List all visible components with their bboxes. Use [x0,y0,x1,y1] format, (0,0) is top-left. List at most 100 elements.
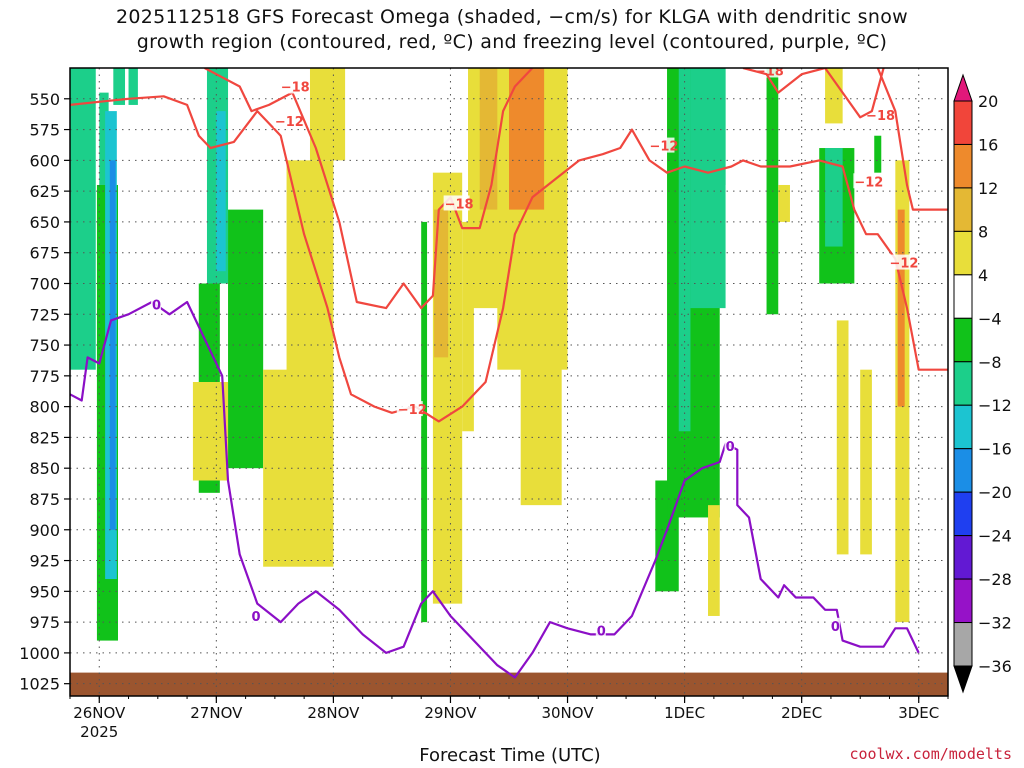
dgz-contour-label-bg [396,401,423,417]
colorbar-bin [953,491,973,537]
colorbar: 20 16 12 8 4 −4 −8 −12 −16 −20 −24 −28 −32 −36 [953,73,1012,694]
omega-region [192,382,229,481]
omega-region [778,184,790,222]
freezing-level-label-bg [829,617,840,633]
colorbar-label: 12 [978,179,998,198]
y-tick-label: 800 [29,398,60,417]
freezing-level-label-bg [595,622,606,638]
dgz-contour-label-bg [853,173,880,189]
dgz-contour-label-bg [273,112,300,128]
colorbar-label: −20 [978,483,1012,502]
dgz-contour-label: −18 [866,109,895,124]
colorbar-bin [953,187,973,232]
freezing-level-label-bg [150,296,161,312]
dgz-contour-label-bg [443,195,470,211]
freezing-level-label: 0 [726,440,735,455]
x-axis-title: Forecast Time (UTC) [419,745,601,766]
colorbar-label: −36 [978,657,1012,676]
site-credit[interactable]: coolwx.com/modelts [849,745,1012,763]
grid-lines [70,68,948,696]
dgz-contour-label-bg [279,78,306,94]
colorbar-label: 4 [978,266,988,285]
omega-region [874,135,882,173]
omega-region [421,221,428,623]
omega-region [836,320,849,555]
colorbar-bin [953,578,973,624]
x-tick-label: 29NOV [424,704,477,722]
dgz-contour-label: −18 [281,80,310,95]
colorbar-label: −28 [978,570,1012,589]
y-tick-label: 625 [29,182,60,201]
y-tick-label: 925 [29,552,60,571]
omega-region [897,209,905,407]
omega-region [766,68,779,315]
colorbar-label: −24 [978,527,1012,546]
y-axis: 550 575 600 625 650 675 700 725 750 775 800 825 850 8… [19,90,70,694]
colorbar-bin [953,622,973,667]
contours: −12 −12 −12 −12 −12 −18 −18 −18 −18 0 0 0 0 0 [70,64,948,679]
freezing-level-line [70,300,920,679]
chart-title-line1: 2025112518 GFS Forecast Omega (shaded, −… [116,6,908,28]
omega-region [99,92,109,185]
colorbar-label: −12 [978,396,1012,415]
dgz-contour-line [204,68,534,310]
y-tick-label: 875 [29,490,60,509]
y-tick-label: 650 [29,213,60,232]
colorbar-label: −8 [978,353,1002,372]
colorbar-label: −4 [978,309,1002,328]
omega-region [128,68,138,105]
y-tick-label: 675 [29,244,60,263]
dgz-contour-line [70,95,948,423]
colorbar-bin [953,100,973,145]
x-tick-label: 1DEC [664,704,705,722]
dgz-contour-label: −12 [889,257,918,272]
x-tick-label: 26NOV [73,704,126,722]
omega-region [109,160,116,530]
omega-region [678,68,691,432]
y-tick-label: 725 [29,305,60,324]
colorbar-bin [953,274,973,319]
x-tick-label: 3DEC [898,704,939,722]
omega-region [70,68,96,370]
colorbar-bin [953,404,973,450]
chart-title-line2: growth region (contoured, red, ºC) and f… [136,31,888,53]
x-tick-label: 27NOV [190,704,243,722]
colorbar-label: 16 [978,135,998,154]
y-tick-label: 750 [29,336,60,355]
y-tick-label: 575 [29,121,60,140]
omega-region [520,258,562,506]
y-tick-label: 1000 [19,644,60,663]
y-tick-label: 775 [29,367,60,386]
y-tick-label: 550 [29,90,60,109]
omega-region [462,221,474,432]
colorbar-bin [953,535,973,580]
dgz-contour-line [876,68,948,211]
dgz-contour-label-bg [888,254,915,270]
colorbar-bin [953,448,973,493]
colorbar-bottom-arrow [953,665,973,694]
dgz-contour-label: −12 [854,175,883,190]
dgz-contour-label: −12 [398,403,427,418]
y-tick-label: 950 [29,582,60,601]
freezing-level-label: 0 [152,298,161,313]
x-tick-sublabel: 2025 [80,723,118,741]
dgz-contour-label-bg [648,137,675,153]
dgz-contour-label-bg [753,68,780,78]
omega-region [509,68,545,210]
omega-region [286,160,334,395]
colorbar-bin [953,230,973,276]
freezing-level-label-bg [724,438,735,454]
freezing-level-label: 0 [597,625,606,640]
y-tick-label: 975 [29,613,60,632]
colorbar-bin [953,143,973,189]
x-tick-label: 30NOV [541,704,594,722]
freezing-level-label: 0 [831,620,840,635]
omega-region [113,68,126,105]
colorbar-top-arrow [953,73,973,102]
omega-region [309,68,346,161]
dgz-contour-label: −18 [755,64,784,79]
colorbar-bin [953,361,973,406]
y-tick-label: 825 [29,428,60,447]
